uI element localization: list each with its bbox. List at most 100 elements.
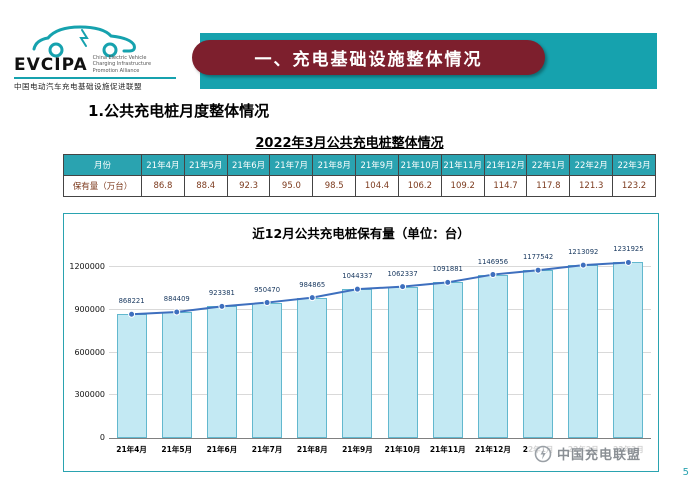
bar-value-label: 868221 <box>118 297 145 306</box>
x-tick-label: 21年12月 <box>474 445 511 454</box>
x-tick-label: 21年7月 <box>251 445 283 454</box>
line-marker <box>218 302 226 310</box>
value-cell: 121.3 <box>569 175 614 197</box>
title-banner-pill: 一、充电基础设施整体情况 <box>192 40 545 75</box>
month-cell: 21年5月 <box>183 154 228 176</box>
month-cell: 21年4月 <box>141 154 185 176</box>
alliance-logo: 中国充电联盟 <box>528 442 648 465</box>
value-cell: 92.3 <box>226 175 271 197</box>
grid-line <box>109 266 651 267</box>
line-marker <box>624 258 632 266</box>
value-cell: 104.4 <box>355 175 399 197</box>
line-marker <box>353 285 361 293</box>
grid-line <box>109 308 651 310</box>
bar-value-label: 923381 <box>208 289 235 298</box>
y-tick-label: 600000 <box>74 347 105 357</box>
bar <box>432 282 463 438</box>
bar <box>568 265 599 438</box>
grid-line <box>109 394 651 396</box>
month-cell: 21年10月 <box>397 154 442 176</box>
month-cell: 21年12月 <box>483 154 528 176</box>
value-cell: 95.0 <box>269 175 314 197</box>
line-marker <box>444 278 452 286</box>
bar <box>387 286 418 438</box>
value-cell: 114.7 <box>483 175 528 197</box>
section-heading: 1.公共充电桩月度整体情况 <box>88 102 270 120</box>
table-title: 2022年3月公共充电桩整体情况 <box>255 136 444 151</box>
bar-value-label: 1062337 <box>387 269 418 278</box>
x-tick-label: 21年5月 <box>161 445 193 454</box>
month-cell: 22年3月 <box>612 154 656 176</box>
bar-value-label: 1091881 <box>432 265 463 274</box>
table-data-row: 保有量（万台） 86.8 88.4 92.3 95.0 98.5 104.4 106.2 109… <box>63 175 656 197</box>
line-series <box>128 258 632 318</box>
grid-line <box>109 351 651 353</box>
x-tick-label: 21年10月 <box>384 445 421 454</box>
bar <box>613 262 644 438</box>
chart-title: 近12月公共充电桩保有量（单位：台） <box>252 226 470 241</box>
month-cell: 21年9月 <box>355 154 399 176</box>
evcipa-logo: EVCIPA China Electric Vehicle Charging I… <box>14 22 186 92</box>
line-marker <box>308 294 316 302</box>
bar <box>297 297 328 438</box>
value-cell: 98.5 <box>312 175 357 197</box>
chart-plot-area: 0 300000 600000 900000 1200000 868221 884409 92… <box>69 245 651 442</box>
month-cell: 22年2月 <box>569 154 614 176</box>
bar <box>523 270 554 438</box>
bar <box>116 314 147 438</box>
line-marker <box>534 266 542 274</box>
x-tick-label: 21年6月 <box>206 445 238 454</box>
month-cell: 22年1月 <box>526 154 571 176</box>
x-tick-label: 21年8月 <box>296 445 328 454</box>
bar-value-label: 984865 <box>299 280 326 289</box>
bar <box>342 289 373 438</box>
value-cell: 106.2 <box>397 175 442 197</box>
bar <box>161 311 192 438</box>
y-tick-label: 300000 <box>74 390 105 400</box>
bar-value-label: 1146956 <box>477 257 509 266</box>
title-banner: 一、充电基础设施整体情况 <box>192 33 657 89</box>
table-header-row: 月份 21年4月 21年5月 21年6月 21年7月 21年8月 21年9月 21年10月 21… <box>63 154 656 176</box>
value-cell: 109.2 <box>440 175 485 197</box>
line-marker <box>263 299 271 307</box>
month-header-cell: 月份 <box>63 154 142 176</box>
line-marker <box>489 271 497 279</box>
bar-value-label: 1231925 <box>613 245 644 254</box>
value-cell: 88.4 <box>183 175 228 197</box>
value-cell: 117.8 <box>526 175 571 197</box>
monthly-holdings-table: 月份 21年4月 21年5月 21年6月 21年7月 21年8月 21年9月 21年10月 21… <box>63 154 656 197</box>
line-marker <box>128 310 136 318</box>
y-tick-label: 0 <box>99 433 105 442</box>
ev-car-icon <box>32 25 136 58</box>
logo-chinese-subtitle: 中国电动汽车充电基础设施促进联盟 <box>14 76 176 92</box>
x-tick-label: 21年9月 <box>342 445 373 454</box>
y-tick-label: 1200000 <box>69 262 105 271</box>
y-tick-label: 900000 <box>74 304 105 314</box>
bar <box>206 306 237 438</box>
bar-value-label: 1213092 <box>568 248 599 257</box>
logo-name: EVCIPA <box>14 54 88 75</box>
bar-value-label: 1177542 <box>522 253 554 262</box>
month-cell: 21年8月 <box>312 154 357 176</box>
page-number: 5 <box>682 467 689 478</box>
bar-value-label: 1044337 <box>342 272 373 281</box>
month-cell: 21年6月 <box>226 154 271 176</box>
alliance-emblem-icon <box>534 445 552 462</box>
alliance-name: 中国充电联盟 <box>557 448 642 463</box>
month-cell: 21年11月 <box>440 154 485 176</box>
page-title: 一、充电基础设施整体情况 <box>254 50 483 70</box>
bar-value-label: 950470 <box>254 285 281 294</box>
x-tick-label: 21年11月 <box>429 445 466 454</box>
logo-english-text: China Electric Vehicle Charging Infrastr… <box>92 55 152 74</box>
line-marker <box>399 283 407 291</box>
value-cell: 123.2 <box>612 175 656 197</box>
line-marker <box>579 261 587 269</box>
x-tick-label: 21年4月 <box>116 445 147 454</box>
chart: 近12月公共充电桩保有量（单位：台） 0 300000 600000 900000 12… <box>63 213 659 472</box>
value-cell: 86.8 <box>141 175 185 197</box>
bar <box>477 274 508 438</box>
line-marker <box>173 308 181 316</box>
value-header-cell: 保有量（万台） <box>63 175 142 197</box>
bar-value-label: 884409 <box>163 294 190 303</box>
